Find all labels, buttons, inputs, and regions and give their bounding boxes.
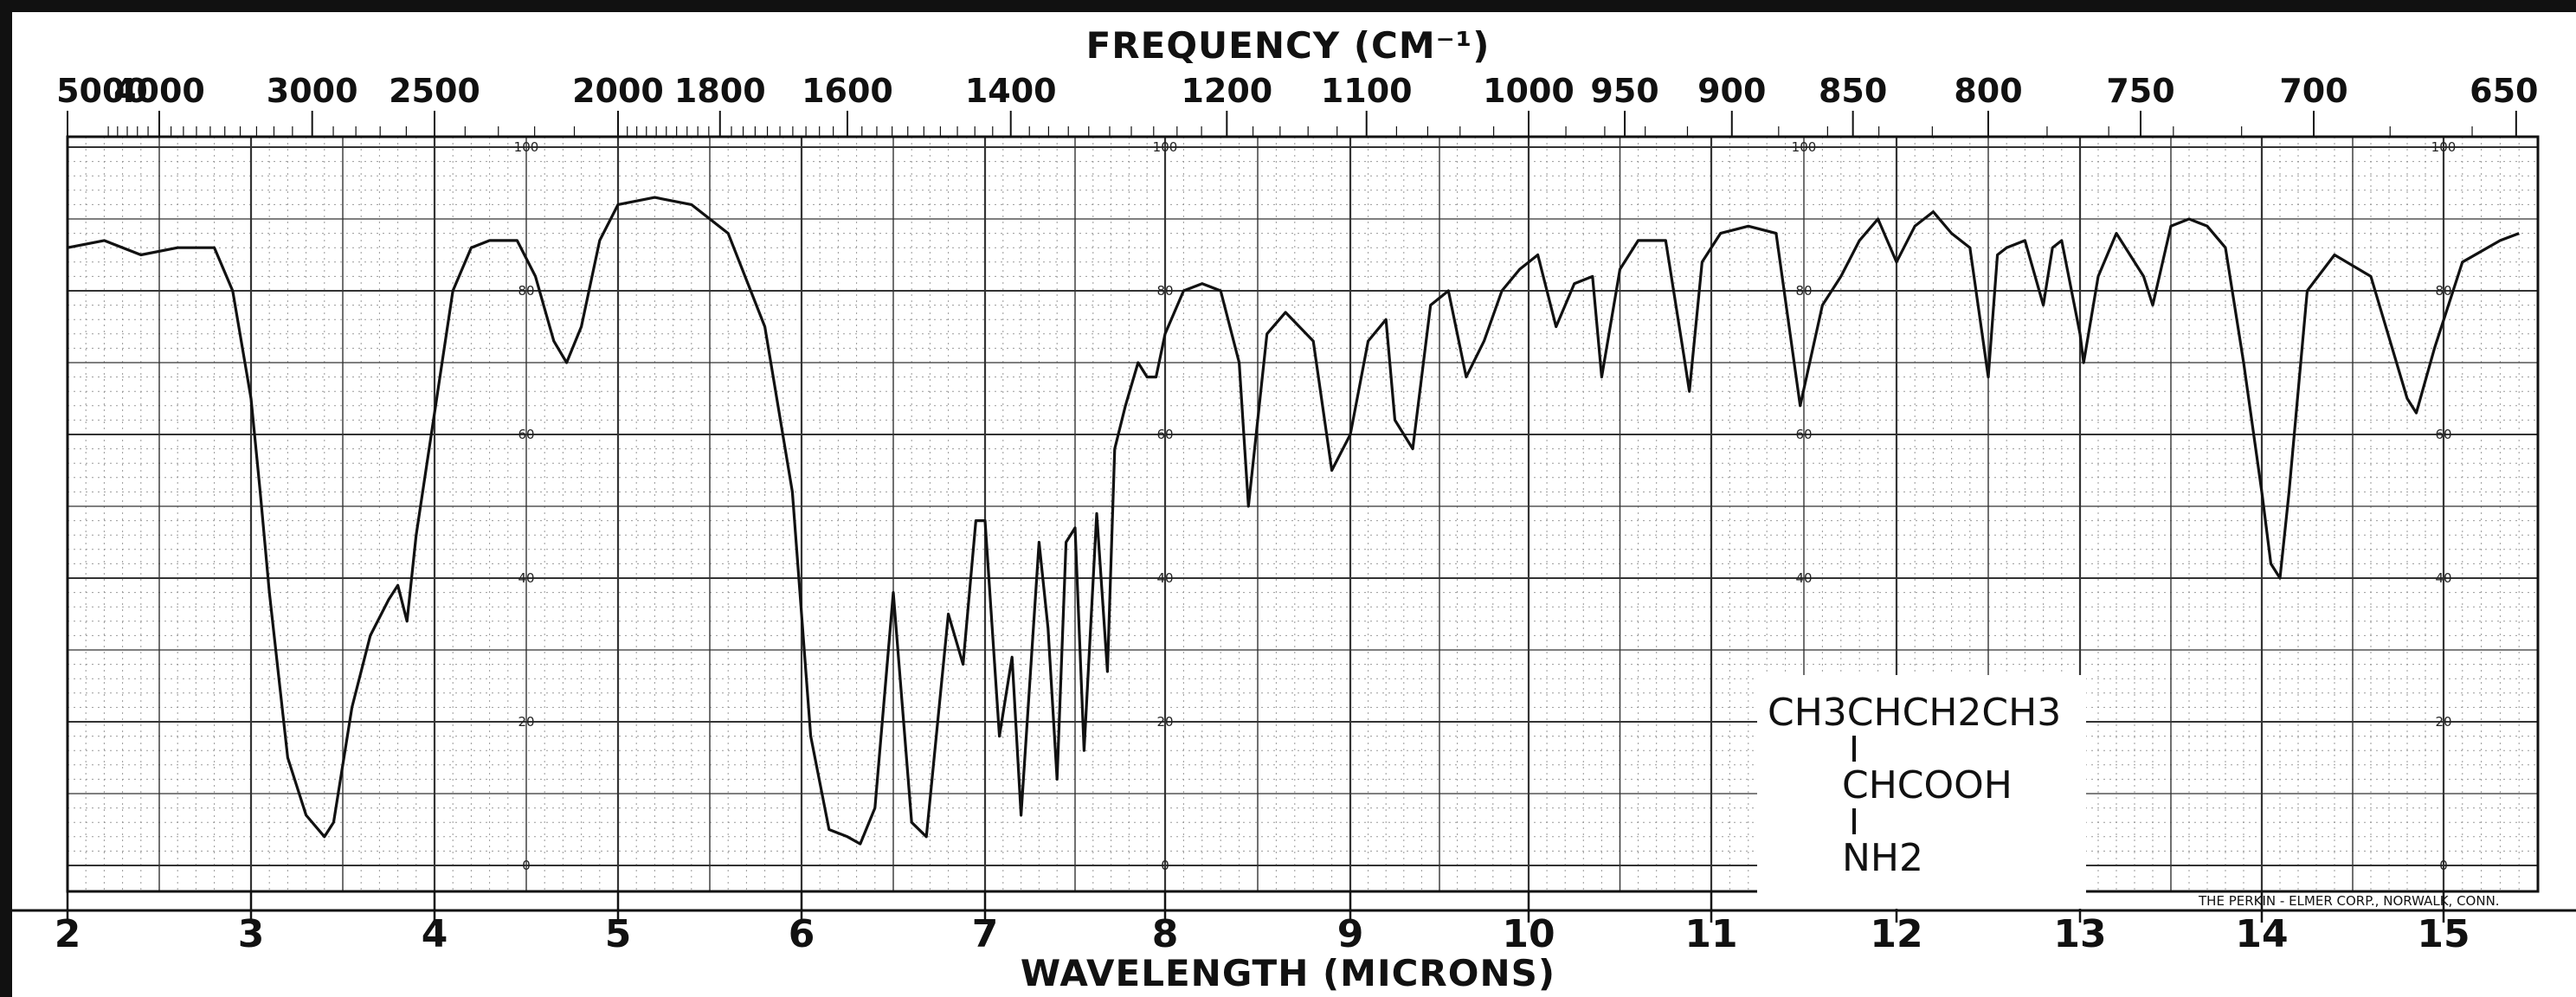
transmittance-scale-label: 60 [1156, 427, 1173, 442]
major-gridlines [66, 137, 2539, 891]
transmittance-scale-label: 20 [1156, 714, 1173, 730]
transmittance-scale-label: 100 [1792, 139, 1817, 155]
bottom-axis-tick-label: 12 [1870, 912, 1922, 956]
bottom-axis-tick-label: 8 [1152, 912, 1179, 956]
top-axis-tick-label: 1800 [674, 72, 766, 110]
top-axis-tick-label: 1000 [1483, 72, 1575, 110]
transmittance-scale-label: 0 [1161, 858, 1169, 873]
structure-formula-box: CH3CHCH2CH3 CHCOOH NH2 [1757, 675, 2086, 909]
top-axis-tick-label: 1400 [965, 72, 1057, 110]
top-axis-tick-label: 800 [1954, 72, 2022, 110]
formula-bond-1 [1852, 736, 1856, 762]
transmittance-scale-label: 20 [518, 714, 534, 730]
transmittance-scales: 100 80 60 40 20 0 100 80 60 40 20 0 100 80 60 40 20 0 100 8… [514, 139, 2457, 873]
top-axis-tick-label: 4000 [113, 72, 205, 110]
transmittance-scale-label: 80 [2435, 283, 2451, 299]
minor-gridlines [67, 137, 2539, 891]
transmittance-scale-label: 100 [1153, 139, 1178, 155]
top-axis-tick-label: 700 [2279, 72, 2347, 110]
plot-frame [0, 135, 2576, 912]
spectrum-trace [67, 196, 2520, 846]
top-axis-tick-label: 950 [1590, 72, 1658, 110]
transmittance-scale-label: 40 [2435, 570, 2451, 586]
bottom-axis-tick-label: 9 [1337, 912, 1364, 956]
plot-border [66, 135, 2540, 893]
left-border-bar [0, 0, 12, 997]
bottom-axis-tick-label: 4 [422, 912, 448, 956]
top-axis-tick-label: 900 [1697, 72, 1766, 110]
spectrum-trace-group [67, 196, 2520, 846]
transmittance-scale-label: 40 [518, 570, 534, 586]
bottom-wavelength-axis: 2 3 4 5 6 7 8 9 10 11 12 13 14 15 [55, 891, 2470, 956]
formula-line-1: CH3CHCH2CH3 [1768, 691, 2062, 735]
top-axis-tick-label: 650 [2470, 72, 2538, 110]
formula-line-2: CHCOOH [1842, 763, 2012, 807]
bottom-axis-tick-label: 3 [238, 912, 265, 956]
bottom-axis-tick-label: 7 [972, 912, 999, 956]
transmittance-scale-label: 20 [2435, 714, 2451, 730]
transmittance-scale-label: 60 [518, 427, 534, 442]
transmittance-scale-label: 60 [2435, 427, 2451, 442]
top-axis-tick-label: 1100 [1321, 72, 1413, 110]
transmittance-scale-label: 40 [1795, 570, 1812, 586]
top-axis-tick-label: 750 [2106, 72, 2174, 110]
transmittance-scale-label: 80 [1795, 283, 1812, 299]
transmittance-scale-label: 80 [1156, 283, 1173, 299]
manufacturer-credit: THE PERKIN - ELMER CORP., NORWALK, CONN. [2199, 893, 2500, 909]
bottom-axis-tick-label: 10 [1502, 912, 1555, 956]
top-axis-tick-label: 850 [1819, 72, 1887, 110]
transmittance-scale-label: 40 [1156, 570, 1173, 586]
bottom-axis-tick-label: 6 [789, 912, 815, 956]
wavelength-axis-title: WAVELENGTH (MICRONS) [1020, 952, 1556, 994]
bottom-axis-tick-label: 15 [2417, 912, 2470, 956]
transmittance-scale-label: 100 [2431, 139, 2457, 155]
top-axis-tick-label: 5000 [56, 72, 148, 110]
bottom-axis-tick-label: 5 [605, 912, 632, 956]
transmittance-scale-label: 80 [518, 283, 534, 299]
top-axis-tick-label: 3000 [267, 72, 358, 110]
top-axis-tick-label: 1200 [1181, 72, 1272, 110]
bottom-axis-tick-label: 14 [2235, 912, 2288, 956]
transmittance-scale-label: 0 [2439, 858, 2448, 873]
formula-bond-2 [1852, 808, 1856, 834]
bottom-axis-tick-label: 13 [2053, 912, 2106, 956]
top-axis-tick-label: 2000 [572, 72, 664, 110]
top-border-bar [0, 0, 2576, 12]
top-axis-tick-label: 2500 [389, 72, 480, 110]
bottom-axis-tick-label: 11 [1684, 912, 1737, 956]
formula-line-3: NH2 [1842, 836, 1923, 880]
transmittance-scale-label: 60 [1795, 427, 1812, 442]
transmittance-scale-label: 100 [514, 139, 539, 155]
bottom-axis-tick-label: 2 [55, 912, 81, 956]
frequency-axis-title: FREQUENCY (CM⁻¹) [1085, 24, 1491, 67]
transmittance-scale-label: 0 [522, 858, 531, 873]
top-axis-tick-label: 1600 [802, 72, 893, 110]
